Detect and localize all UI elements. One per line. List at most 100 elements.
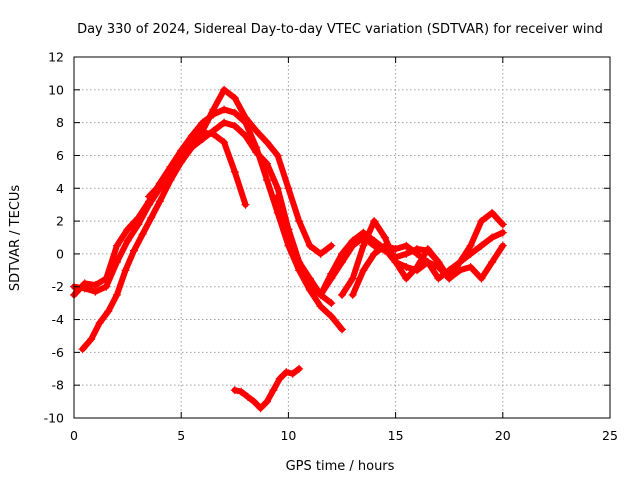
y-axis-label: SDTVAR / TECUs xyxy=(8,185,23,292)
chart-title: Day 330 of 2024, Sidereal Day-to-day VTE… xyxy=(77,22,603,37)
x-tick-label: 25 xyxy=(602,428,618,443)
y-tick-label: -6 xyxy=(52,345,65,360)
data-point xyxy=(445,266,454,275)
data-point xyxy=(348,274,357,283)
data-point xyxy=(145,192,153,201)
data-point xyxy=(295,258,304,267)
data-point xyxy=(288,369,297,378)
data-point xyxy=(391,245,400,253)
data-point xyxy=(466,241,475,250)
y-tick-label: 12 xyxy=(48,50,64,65)
data-point xyxy=(338,249,346,258)
data-point xyxy=(359,241,368,250)
y-tick-label: 10 xyxy=(48,82,64,97)
data-point xyxy=(370,236,379,245)
series-track-7 xyxy=(338,208,507,299)
data-point xyxy=(263,397,271,406)
data-point xyxy=(263,159,271,168)
data-point xyxy=(370,217,379,226)
series-line xyxy=(146,129,249,208)
data-point xyxy=(123,236,132,245)
data-point xyxy=(402,274,411,283)
data-point xyxy=(123,225,132,234)
data-point xyxy=(243,392,252,401)
data-point xyxy=(102,282,111,291)
data-point xyxy=(263,176,271,185)
data-point xyxy=(230,167,239,176)
data-point xyxy=(316,290,325,299)
data-point xyxy=(187,143,196,152)
data-series xyxy=(70,85,507,413)
x-tick-label: 5 xyxy=(177,428,185,443)
data-point xyxy=(104,307,113,316)
data-point xyxy=(391,258,400,267)
grid-lines xyxy=(73,56,611,419)
data-point xyxy=(327,241,336,250)
x-tick-label: 10 xyxy=(280,428,296,443)
data-point xyxy=(402,263,411,271)
y-tick-label: -8 xyxy=(52,378,65,393)
data-point xyxy=(209,130,218,139)
data-point xyxy=(256,404,265,413)
data-point xyxy=(370,249,379,258)
data-point xyxy=(316,249,325,258)
data-point xyxy=(145,200,153,209)
data-point xyxy=(241,200,250,209)
data-point xyxy=(198,128,207,137)
data-point xyxy=(423,258,432,267)
data-point xyxy=(91,287,100,296)
data-point xyxy=(87,335,96,344)
data-point xyxy=(230,94,239,102)
data-point xyxy=(80,284,89,293)
data-point xyxy=(305,241,314,250)
series-line xyxy=(71,119,335,307)
series-track-4 xyxy=(145,128,250,209)
data-point xyxy=(348,236,357,245)
data-point xyxy=(466,249,475,258)
data-point xyxy=(230,386,239,395)
data-point xyxy=(166,164,175,173)
data-point xyxy=(348,290,357,299)
y-tick-label: 8 xyxy=(56,115,64,130)
x-axis-label: GPS time / hours xyxy=(286,459,395,474)
data-point xyxy=(220,85,229,94)
data-point xyxy=(134,220,143,229)
data-point xyxy=(237,387,246,396)
data-point xyxy=(477,274,486,283)
data-point xyxy=(155,181,164,189)
data-point xyxy=(220,138,229,147)
data-point xyxy=(230,108,239,117)
data-point xyxy=(241,131,250,140)
data-point xyxy=(155,197,164,206)
data-point xyxy=(477,217,486,226)
data-point xyxy=(263,138,271,147)
axis-ticks: 0 5 10 15 20 25 -10 -8 -6 -4 -2 0 2 4 6 8 10 12 xyxy=(44,50,618,444)
data-point xyxy=(187,135,196,143)
data-point xyxy=(466,263,475,271)
data-point xyxy=(273,184,282,193)
data-point xyxy=(455,258,464,267)
y-tick-label: -10 xyxy=(44,411,64,426)
data-point xyxy=(338,325,346,334)
data-point xyxy=(413,249,421,258)
data-point xyxy=(166,176,175,185)
data-point xyxy=(327,312,336,321)
data-point xyxy=(498,220,507,229)
data-point xyxy=(177,158,186,166)
data-point xyxy=(488,258,497,267)
data-point xyxy=(413,263,421,271)
data-point xyxy=(252,126,261,135)
data-point xyxy=(78,345,87,354)
data-point xyxy=(282,368,291,377)
y-tick-label: -4 xyxy=(52,312,65,327)
data-point xyxy=(250,397,259,406)
data-point xyxy=(241,113,250,122)
data-point xyxy=(488,233,497,242)
data-point xyxy=(477,241,486,250)
data-point xyxy=(112,290,121,299)
data-point xyxy=(177,148,186,157)
data-point xyxy=(327,299,336,308)
data-point xyxy=(273,192,282,201)
data-point xyxy=(402,249,411,258)
data-point xyxy=(316,302,325,311)
